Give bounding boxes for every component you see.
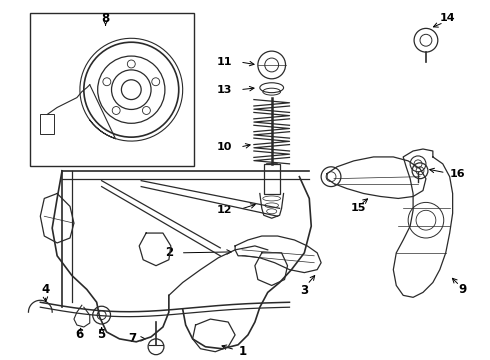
- Text: 6: 6: [76, 328, 84, 341]
- Text: 5: 5: [98, 328, 106, 341]
- Text: 4: 4: [41, 283, 49, 296]
- Bar: [40, 114, 54, 134]
- Text: 15: 15: [351, 203, 367, 213]
- Text: 1: 1: [239, 345, 247, 358]
- Text: 16: 16: [450, 169, 465, 179]
- Bar: [30, 13, 194, 166]
- Bar: [264, 164, 280, 194]
- Text: 7: 7: [128, 332, 136, 345]
- Text: 2: 2: [165, 246, 173, 259]
- Text: 12: 12: [217, 205, 232, 215]
- Text: 11: 11: [217, 57, 232, 67]
- Text: 14: 14: [440, 13, 456, 23]
- Text: 8: 8: [101, 12, 110, 25]
- Text: 9: 9: [459, 283, 466, 296]
- Text: 3: 3: [300, 284, 308, 297]
- Text: 13: 13: [217, 85, 232, 95]
- Text: 10: 10: [217, 142, 232, 152]
